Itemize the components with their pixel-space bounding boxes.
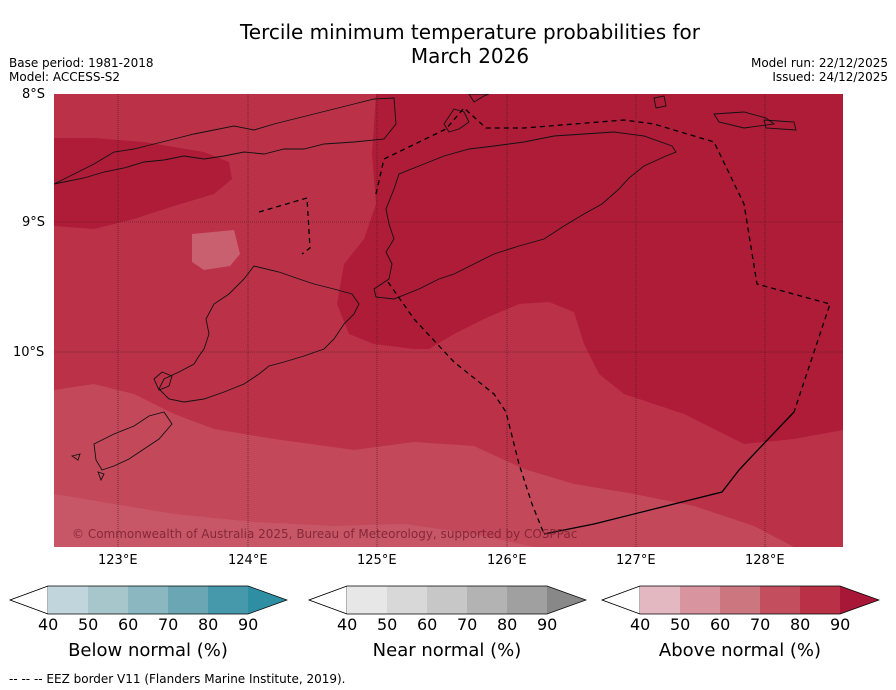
lon-label-125e: 125°E xyxy=(357,553,397,568)
cb-above-tick-70: 70 xyxy=(750,615,771,634)
cb-above-tick-50: 50 xyxy=(670,615,691,634)
model-run: Model run: 22/12/2025 xyxy=(750,56,888,70)
cb-near-tick-70: 70 xyxy=(457,615,478,634)
island-atauro xyxy=(443,108,470,133)
colorbar-near xyxy=(307,585,588,615)
island-sw-1 xyxy=(153,371,173,391)
cb-above-swatch-2 xyxy=(680,586,720,614)
cb-above-tick-60: 60 xyxy=(710,615,731,634)
lon-label-123e: 123°E xyxy=(98,553,138,568)
cb-below-swatch-4 xyxy=(168,586,208,614)
eez-footnote: -- -- -- EEZ border V11 (Flanders Marine… xyxy=(9,672,346,686)
zone-60-south xyxy=(54,494,534,547)
cb-near-label: Near normal (%) xyxy=(372,640,522,661)
graticule xyxy=(54,94,843,547)
timor-coastline xyxy=(373,131,677,300)
cb-near-tick-80: 80 xyxy=(497,615,518,634)
lat-label-9s: 9°S xyxy=(22,215,46,230)
cb-above-swatch-5 xyxy=(800,586,840,614)
cb-below-tick-50: 50 xyxy=(78,615,99,634)
cb-below-label: Below normal (%) xyxy=(68,640,228,661)
cb-near-swatch-4 xyxy=(467,586,507,614)
cb-near-tick-60: 60 xyxy=(417,615,438,634)
colorbar-above xyxy=(600,585,881,615)
island-ne-3 xyxy=(763,119,797,131)
eez-border-australia xyxy=(543,411,795,535)
zone-70-south xyxy=(54,384,794,547)
map-title: Tercile minimum temperature probabilitie… xyxy=(0,20,896,68)
flores-coastline xyxy=(54,97,397,185)
cb-below-swatch-5 xyxy=(208,586,248,614)
cb-below-swatch-2 xyxy=(88,586,128,614)
cb-above-tick-40: 40 xyxy=(630,615,651,634)
eez-border-west xyxy=(258,197,311,255)
cb-above-swatch-4 xyxy=(760,586,800,614)
island-ne-2 xyxy=(713,111,776,129)
savu-coastline xyxy=(93,411,173,471)
lat-label-8s: 8°S xyxy=(22,87,46,102)
cb-below-tick-60: 60 xyxy=(118,615,139,634)
sumba-coastline xyxy=(158,265,360,403)
cb-above-tick-80: 80 xyxy=(790,615,811,634)
title-line-2: March 2026 xyxy=(410,44,530,68)
cb-near-swatch-2 xyxy=(387,586,427,614)
metadata-right: Model run: 22/12/2025 Issued: 24/12/2025 xyxy=(751,56,888,84)
cb-above-swatch-3 xyxy=(720,586,760,614)
colorbar-below xyxy=(8,585,289,615)
eez-border-timor-leste xyxy=(375,107,831,413)
issued-date: Issued: 24/12/2025 xyxy=(772,70,888,84)
cb-below-tick-90: 90 xyxy=(238,615,259,634)
zone-90-west xyxy=(54,138,232,229)
cb-near-tick-40: 40 xyxy=(337,615,358,634)
eez-border-south xyxy=(387,281,545,535)
copyright-watermark: © Commonwealth of Australia 2025, Bureau… xyxy=(72,527,577,541)
cb-near-tick-50: 50 xyxy=(377,615,398,634)
metadata-left: Base period: 1981-2018 Model: ACCESS-S2 xyxy=(9,56,154,84)
lon-label-127e: 127°E xyxy=(616,553,656,568)
island-sw-3 xyxy=(97,471,105,482)
zone-90-east xyxy=(337,94,843,444)
lon-label-124e: 124°E xyxy=(228,553,268,568)
cb-above-extend xyxy=(840,586,879,614)
cb-below-extend xyxy=(248,586,287,614)
cb-above-tick-90: 90 xyxy=(830,615,851,634)
model-name: Model: ACCESS-S2 xyxy=(9,70,121,84)
island-north xyxy=(468,94,490,103)
lat-label-10s: 10°S xyxy=(13,345,45,360)
lon-label-126e: 126°E xyxy=(487,553,527,568)
cb-above-swatch-1 xyxy=(640,586,680,614)
title-line-1: Tercile minimum temperature probabilitie… xyxy=(239,20,701,44)
colorbars xyxy=(8,585,881,615)
cb-below-tick-40: 40 xyxy=(38,615,59,634)
cb-below-tick-70: 70 xyxy=(158,615,179,634)
lon-label-128e: 128°E xyxy=(745,553,785,568)
cb-near-swatch-5 xyxy=(507,586,547,614)
cb-near-swatch-1 xyxy=(347,586,387,614)
cb-below-swatch-1 xyxy=(48,586,88,614)
island-sw-2 xyxy=(70,453,81,461)
cb-near-swatch-3 xyxy=(427,586,467,614)
cb-above-label: Above normal (%) xyxy=(658,640,822,661)
cb-below-tick-80: 80 xyxy=(198,615,219,634)
base-period: Base period: 1981-2018 xyxy=(9,56,154,70)
eez-borders xyxy=(258,107,831,535)
cb-near-tick-90: 90 xyxy=(537,615,558,634)
zone-70-patch xyxy=(192,230,240,270)
cb-near-extend xyxy=(547,586,586,614)
cb-below-swatch-3 xyxy=(128,586,168,614)
island-ne-1 xyxy=(653,95,667,109)
probability-map: © Commonwealth of Australia 2025, Bureau… xyxy=(54,94,843,547)
